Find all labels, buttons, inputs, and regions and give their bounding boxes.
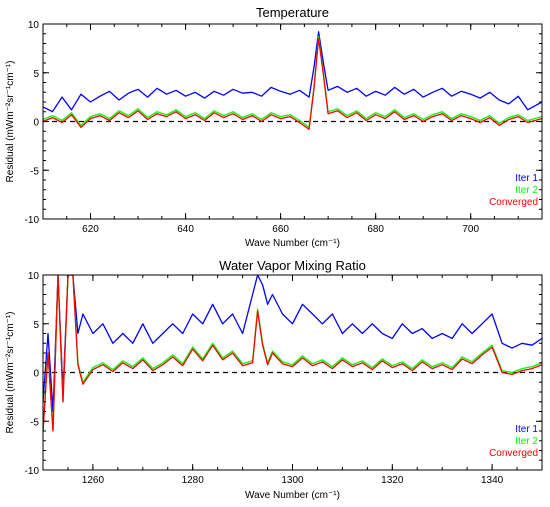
x-tick-label: 1260 [82,475,105,486]
y-tick-label: -10 [25,466,40,477]
y-tick-label: 0 [33,369,39,380]
x-axis-label: Wave Number (cm⁻¹) [245,238,340,249]
legend-entry: Iter 1 [515,424,538,435]
series-line-iter-2 [43,275,542,432]
series-line-iter-1 [43,275,542,413]
legend-entry: Iter 2 [515,185,538,196]
y-tick-label: 0 [33,118,39,129]
y-tick-label: 10 [28,20,40,31]
chart-title: Water Vapor Mixing Ratio [219,258,366,273]
x-tick-label: 1300 [281,475,304,486]
y-axis-label: Residual (mWm⁻²sr⁻¹cm⁻¹) [5,61,16,183]
y-tick-label: -10 [25,215,40,226]
series-line-converged [43,37,542,130]
x-axis-label: Wave Number (cm⁻¹) [245,490,340,501]
chart-panel-1: Temperature 620 640 660 680 700 -10 -5 0 5 10 Wave … [5,5,543,249]
legend-entry: Iter 1 [515,173,538,184]
x-tick-label: 1340 [481,475,504,486]
x-tick-label: 640 [177,224,194,235]
x-tick-label: 680 [367,224,384,235]
chart-title: Temperature [256,5,329,20]
series-line-iter-2 [43,36,542,128]
x-tick-label: 700 [462,224,479,235]
series-line-iter-1 [43,31,542,113]
legend-entry: Converged [489,197,538,208]
x-tick-label: 660 [272,224,289,235]
x-tick-label: 620 [82,224,99,235]
legend-entry: Converged [489,448,538,459]
series-line-converged [43,275,542,432]
legend-entry: Iter 2 [515,436,538,447]
y-tick-label: -5 [30,166,39,177]
x-tick-label: 1320 [381,475,404,486]
y-tick-label: 10 [28,271,40,282]
y-tick-label: 5 [33,320,39,331]
y-tick-label: 5 [33,69,39,80]
y-tick-label: -5 [30,417,39,428]
y-axis-label: Residual (mWm⁻²sr⁻¹cm⁻¹) [5,312,16,434]
chart-panel-2: Water Vapor Mixing Ratio 1260 1280 1300 1320… [5,258,543,501]
x-tick-label: 1280 [182,475,205,486]
